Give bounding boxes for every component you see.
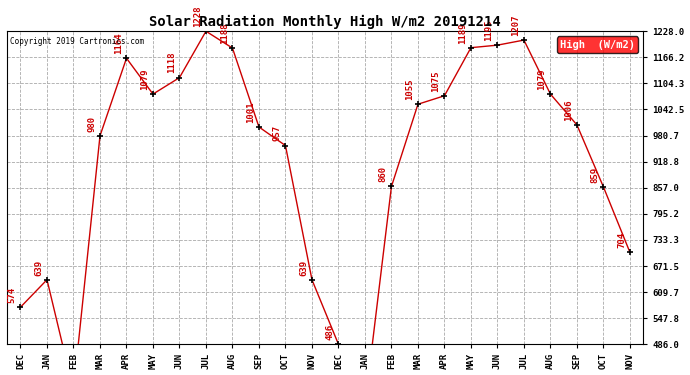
Text: 860: 860 — [379, 166, 388, 182]
Text: 980: 980 — [87, 116, 96, 132]
Text: 1118: 1118 — [167, 52, 176, 74]
Legend: High  (W/m2): High (W/m2) — [557, 36, 638, 53]
Text: 377: 377 — [0, 374, 1, 375]
Text: 1164: 1164 — [114, 33, 123, 54]
Text: 1188: 1188 — [219, 22, 228, 44]
Text: 1228: 1228 — [193, 6, 202, 27]
Text: 1055: 1055 — [405, 78, 414, 100]
Text: 1079: 1079 — [140, 68, 149, 90]
Text: 1075: 1075 — [432, 70, 441, 92]
Text: Copyright 2019 Cartronics.com: Copyright 2019 Cartronics.com — [10, 38, 144, 46]
Text: 639: 639 — [299, 260, 308, 276]
Text: 1006: 1006 — [564, 99, 573, 121]
Text: 957: 957 — [273, 125, 282, 141]
Text: 1195: 1195 — [484, 20, 493, 41]
Title: Solar Radiation Monthly High W/m2 20191214: Solar Radiation Monthly High W/m2 201912… — [149, 15, 501, 28]
Text: 859: 859 — [591, 166, 600, 183]
Text: 1079: 1079 — [538, 68, 546, 90]
Text: 342: 342 — [0, 374, 1, 375]
Text: 704: 704 — [617, 232, 626, 248]
Text: 1001: 1001 — [246, 101, 255, 123]
Text: 1189: 1189 — [458, 22, 467, 44]
Text: 1207: 1207 — [511, 14, 520, 36]
Text: 639: 639 — [34, 260, 43, 276]
Text: 574: 574 — [8, 287, 17, 303]
Text: 486: 486 — [326, 324, 335, 340]
